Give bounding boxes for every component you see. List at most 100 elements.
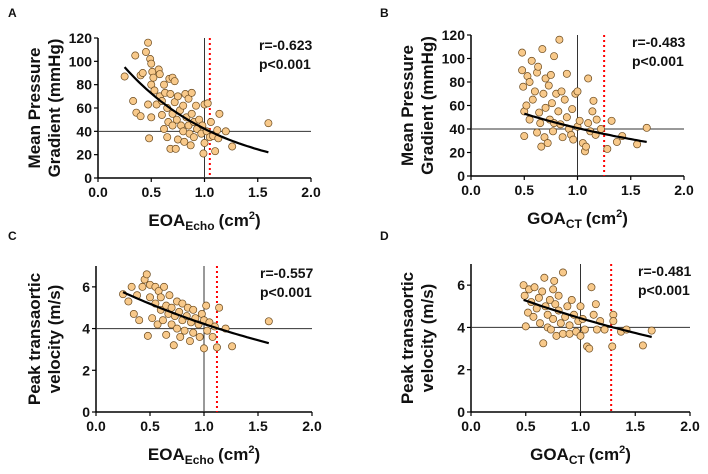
data-point: [169, 341, 178, 350]
data-point: [544, 81, 553, 90]
data-point: [533, 128, 541, 137]
data-point: [537, 142, 546, 151]
x-tick-label: 2.0: [674, 182, 694, 198]
data-point: [160, 125, 168, 133]
data-point: [141, 48, 150, 56]
data-point: [211, 147, 220, 156]
x-tick-label: 2.0: [302, 418, 322, 434]
x-axis-label-part: ): [255, 211, 261, 230]
data-point: [206, 118, 215, 126]
data-point: [167, 320, 176, 329]
x-tick-label: 1.5: [248, 184, 268, 200]
data-point: [609, 317, 618, 326]
data-point: [171, 144, 180, 153]
y-tick-label: 60: [76, 100, 92, 116]
x-tick-label: 1.0: [194, 418, 214, 434]
data-point: [200, 139, 209, 147]
data-point: [138, 69, 147, 77]
data-point: [120, 72, 129, 81]
data-point: [549, 315, 558, 323]
data-point: [592, 325, 601, 334]
y-tick-label: 20: [76, 147, 92, 163]
scatter-panel-d: 0.0 0.5 1.0 1.5 2.0 0 2 4 6 r=-0.481 p<0.001 GOACT(…: [398, 263, 700, 467]
data-point: [585, 344, 594, 353]
x-axis-label-part: EOA: [148, 445, 185, 464]
data-point: [539, 89, 548, 98]
y-tick-label: 6: [82, 279, 90, 295]
data-point: [192, 101, 200, 110]
x-axis-label-part: Echo: [185, 219, 214, 233]
data-point: [538, 45, 547, 54]
data-point: [530, 283, 539, 292]
y-tick-label: 120: [442, 27, 466, 43]
x-tick-label: 1.0: [568, 182, 588, 198]
data-point: [530, 87, 539, 96]
y-axis-label: Gradient (mmHg): [418, 36, 437, 175]
data-point: [145, 134, 154, 143]
correlation-annotation: p<0.001: [260, 284, 312, 300]
x-tick-label: 2.0: [301, 184, 321, 200]
data-point: [162, 330, 171, 339]
y-tick-label: 120: [69, 30, 93, 46]
data-point: [546, 70, 555, 79]
x-axis-label-part: (cm: [219, 211, 249, 230]
data-point: [157, 111, 166, 119]
data-point: [562, 69, 571, 78]
x-axis-label-part: (cm: [586, 209, 616, 228]
x-axis-label-part: CT: [569, 453, 586, 467]
data-point: [536, 319, 544, 328]
data-point: [173, 92, 182, 101]
data-point: [147, 59, 156, 68]
data-point: [587, 283, 596, 292]
data-point: [534, 62, 543, 71]
data-point: [550, 276, 559, 285]
y-axis-label: Peak transaortic: [25, 273, 44, 405]
data-point: [165, 291, 174, 300]
data-point: [156, 293, 165, 302]
data-point: [538, 287, 547, 296]
y-tick-label: 20: [449, 145, 465, 161]
x-axis-label-part: 2: [249, 210, 255, 222]
data-point: [147, 113, 156, 122]
data-point: [529, 312, 538, 321]
data-point: [203, 99, 212, 108]
y-tick-label: 100: [442, 51, 466, 67]
data-point: [612, 137, 621, 146]
data-point: [549, 127, 557, 136]
x-axis-label-part: ): [622, 209, 628, 228]
data-point: [142, 270, 151, 279]
y-tick-label: 100: [69, 53, 93, 69]
data-point: [143, 331, 152, 340]
data-point: [607, 116, 616, 125]
data-point: [135, 316, 144, 325]
data-point: [584, 119, 593, 128]
data-point: [550, 52, 559, 61]
data-point: [148, 314, 157, 323]
fit-curve: [123, 66, 269, 154]
data-point: [591, 300, 600, 309]
data-point: [559, 268, 567, 277]
y-tick-label: 0: [457, 404, 465, 420]
data-point: [173, 324, 181, 333]
y-axis-label: Peak transaortic: [398, 272, 417, 404]
x-axis-label-part: GOA: [530, 445, 569, 464]
data-point: [146, 293, 154, 302]
scatter-panel-a: 0.0 0.5 1.0 1.5 2.0 0 20 40 60 80 100 120 r=-0.623 p<…: [25, 30, 321, 233]
correlation-annotation: p<0.001: [259, 56, 311, 72]
data-point: [519, 281, 528, 290]
data-point: [520, 132, 529, 140]
data-point: [557, 87, 566, 96]
y-tick-label: 0: [457, 168, 465, 184]
x-tick-label: 0.0: [86, 418, 106, 434]
fit-curve: [523, 112, 647, 143]
data-point: [547, 99, 556, 108]
data-point: [168, 121, 177, 130]
data-point: [608, 342, 617, 351]
data-point: [129, 97, 138, 105]
data-point: [554, 291, 563, 300]
data-point: [519, 82, 528, 91]
data-point: [562, 113, 571, 122]
data-point: [138, 282, 147, 291]
data-point: [187, 88, 196, 97]
data-point: [534, 293, 543, 302]
